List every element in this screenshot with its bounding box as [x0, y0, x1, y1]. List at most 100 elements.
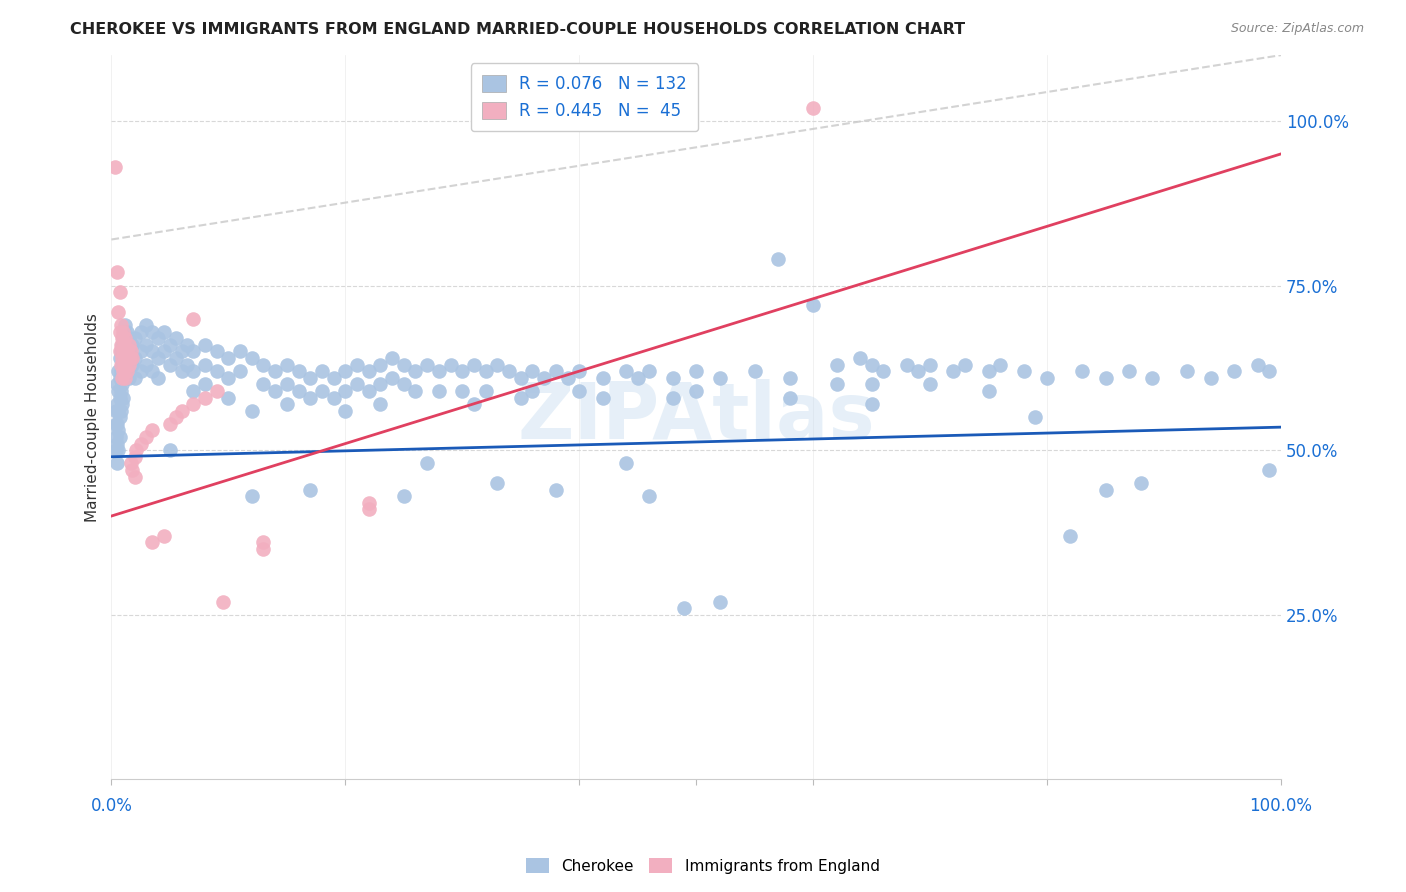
Point [121, 463, 143, 477]
Point [346, 377, 368, 392]
Point [287, 364, 309, 378]
Point [498, 364, 520, 378]
Point [451, 384, 474, 398]
Point [181, 384, 204, 398]
Point [392, 377, 415, 392]
Point [110, 318, 132, 332]
Point [121, 358, 143, 372]
Point [205, 364, 228, 378]
Point [114, 370, 136, 384]
Point [153, 344, 176, 359]
Point [240, 351, 263, 365]
Point [105, 397, 128, 411]
Point [988, 358, 1011, 372]
Point [942, 364, 965, 378]
Point [111, 331, 134, 345]
Point [120, 344, 142, 359]
Point [370, 397, 392, 411]
Point [114, 318, 136, 332]
Point [111, 338, 134, 352]
Point [1258, 364, 1281, 378]
Point [129, 436, 152, 450]
Point [217, 370, 239, 384]
Point [112, 364, 135, 378]
Point [124, 450, 146, 464]
Point [825, 358, 848, 372]
Point [381, 351, 404, 365]
Point [217, 391, 239, 405]
Point [114, 331, 136, 345]
Point [108, 285, 131, 300]
Point [614, 456, 637, 470]
Point [801, 101, 824, 115]
Point [181, 344, 204, 359]
Point [766, 252, 789, 267]
Point [108, 430, 131, 444]
Point [1199, 370, 1222, 384]
Point [229, 364, 252, 378]
Point [107, 305, 129, 319]
Point [118, 358, 141, 372]
Point [1036, 370, 1059, 384]
Point [125, 443, 148, 458]
Point [276, 397, 298, 411]
Point [252, 358, 274, 372]
Point [124, 370, 146, 384]
Point [801, 298, 824, 312]
Point [148, 331, 170, 345]
Point [264, 364, 287, 378]
Point [104, 160, 127, 174]
Point [118, 370, 141, 384]
Point [709, 370, 731, 384]
Point [107, 364, 129, 378]
Point [1012, 364, 1035, 378]
Point [744, 364, 766, 378]
Point [165, 351, 187, 365]
Point [170, 344, 193, 359]
Point [229, 344, 252, 359]
Point [112, 325, 135, 339]
Point [276, 377, 298, 392]
Point [486, 358, 509, 372]
Point [107, 403, 129, 417]
Point [111, 397, 134, 411]
Point [194, 391, 217, 405]
Text: 0.0%: 0.0% [90, 797, 132, 815]
Point [276, 358, 298, 372]
Point [1142, 370, 1164, 384]
Point [115, 364, 138, 378]
Point [121, 338, 143, 352]
Point [1094, 370, 1116, 384]
Text: Source: ZipAtlas.com: Source: ZipAtlas.com [1230, 22, 1364, 36]
Point [153, 529, 176, 543]
Point [381, 370, 404, 384]
Point [779, 391, 801, 405]
Point [141, 535, 163, 549]
Point [105, 403, 128, 417]
Point [217, 351, 239, 365]
Point [252, 535, 274, 549]
Point [118, 331, 141, 345]
Point [108, 325, 131, 339]
Point [509, 391, 531, 405]
Point [112, 331, 135, 345]
Point [1129, 476, 1152, 491]
Point [141, 325, 163, 339]
Point [486, 476, 509, 491]
Point [252, 377, 274, 392]
Point [907, 364, 929, 378]
Point [685, 384, 707, 398]
Point [592, 370, 614, 384]
Point [311, 364, 333, 378]
Point [779, 370, 801, 384]
Point [439, 358, 461, 372]
Point [108, 410, 131, 425]
Point [112, 344, 135, 359]
Point [135, 318, 157, 332]
Point [176, 358, 198, 372]
Point [299, 391, 322, 405]
Point [825, 377, 848, 392]
Point [1118, 364, 1140, 378]
Point [920, 377, 942, 392]
Point [896, 358, 918, 372]
